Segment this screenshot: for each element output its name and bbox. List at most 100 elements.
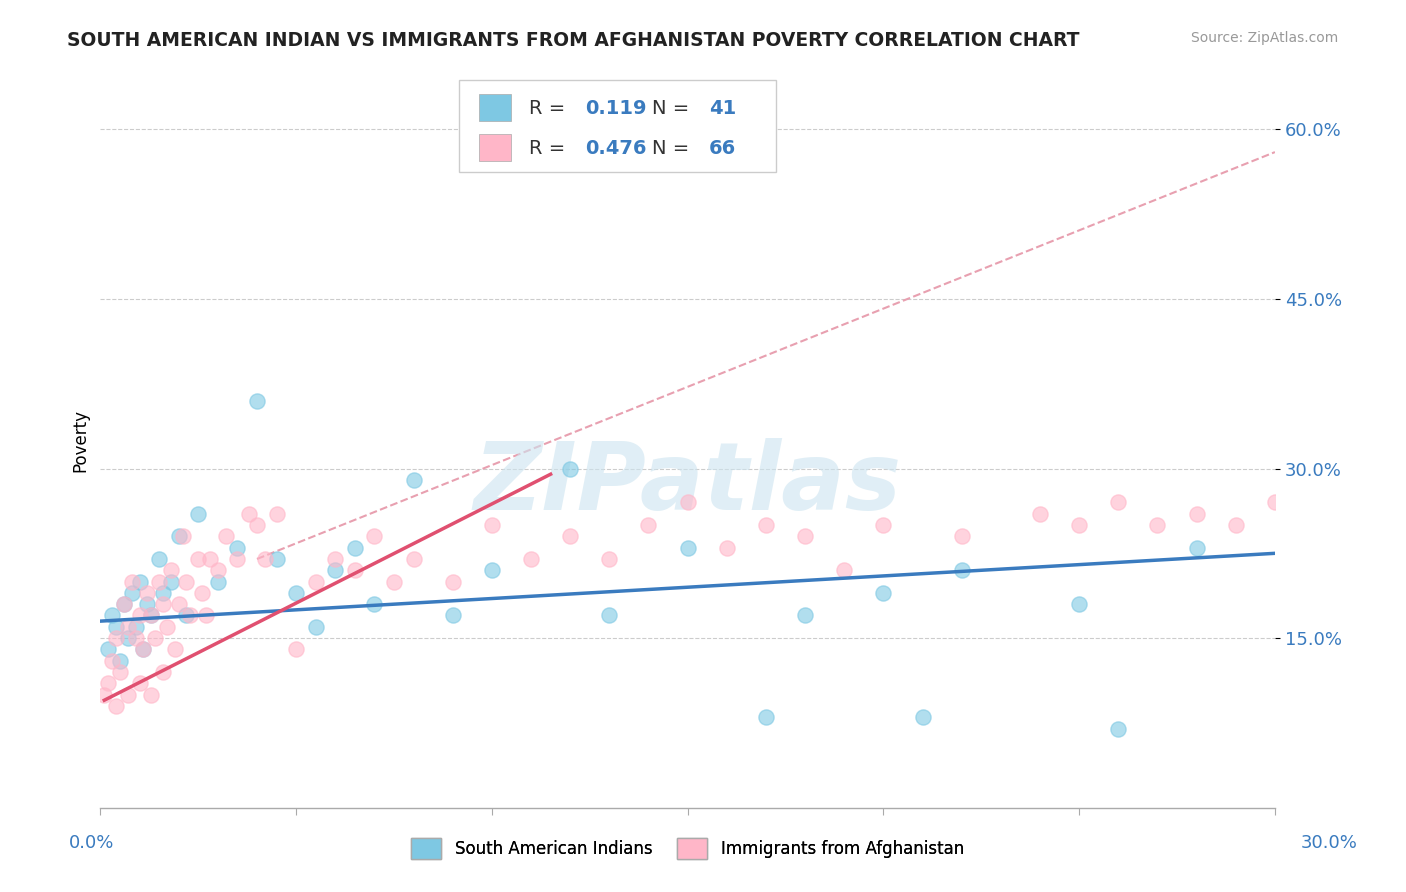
Point — [167, 529, 190, 543]
Point — [560, 529, 582, 543]
Point — [191, 586, 214, 600]
Point — [207, 563, 229, 577]
Point — [198, 552, 221, 566]
Point — [1107, 495, 1129, 509]
Point — [101, 654, 124, 668]
Point — [305, 574, 328, 589]
Point — [1069, 518, 1091, 533]
Point — [872, 586, 894, 600]
Point — [676, 541, 699, 555]
Point — [1069, 597, 1091, 611]
Point — [323, 563, 346, 577]
Point — [124, 631, 146, 645]
Point — [1029, 507, 1052, 521]
Point — [128, 574, 150, 589]
Point — [481, 518, 503, 533]
Point — [128, 608, 150, 623]
Point — [226, 552, 249, 566]
Point — [1264, 495, 1286, 509]
Point — [323, 552, 346, 566]
Point — [285, 642, 308, 657]
Point — [108, 654, 131, 668]
Point — [148, 552, 170, 566]
Point — [266, 552, 288, 566]
Point — [121, 574, 143, 589]
Text: 0.0%: 0.0% — [69, 834, 114, 852]
Point — [128, 676, 150, 690]
Point — [121, 586, 143, 600]
Point — [1225, 518, 1247, 533]
Point — [872, 518, 894, 533]
Point — [560, 461, 582, 475]
Point — [156, 620, 179, 634]
Point — [148, 574, 170, 589]
Point — [152, 597, 174, 611]
Point — [598, 608, 620, 623]
Point — [176, 574, 198, 589]
Point — [1185, 541, 1208, 555]
Text: R =: R = — [529, 139, 572, 158]
Point — [172, 529, 194, 543]
Text: Source: ZipAtlas.com: Source: ZipAtlas.com — [1191, 31, 1339, 45]
Point — [246, 393, 269, 408]
Point — [117, 688, 139, 702]
Text: N =: N = — [652, 99, 696, 118]
Point — [136, 586, 159, 600]
Point — [950, 563, 973, 577]
Text: 66: 66 — [709, 139, 735, 158]
Point — [1107, 722, 1129, 736]
Point — [832, 563, 855, 577]
Point — [136, 597, 159, 611]
Point — [441, 608, 464, 623]
Point — [117, 620, 139, 634]
Point — [402, 473, 425, 487]
Point — [266, 507, 288, 521]
Point — [794, 608, 817, 623]
Point — [1185, 507, 1208, 521]
Point — [167, 597, 190, 611]
Point — [755, 518, 778, 533]
Point — [187, 552, 209, 566]
Text: R =: R = — [529, 99, 572, 118]
Point — [179, 608, 201, 623]
Point — [97, 642, 120, 657]
Point — [637, 518, 659, 533]
Point — [911, 710, 934, 724]
Point — [132, 642, 155, 657]
Point — [152, 586, 174, 600]
Point — [163, 642, 186, 657]
Point — [152, 665, 174, 679]
Point — [520, 552, 543, 566]
Point — [598, 552, 620, 566]
Point — [176, 608, 198, 623]
Point — [132, 642, 155, 657]
Point — [755, 710, 778, 724]
Point — [112, 597, 135, 611]
Point — [141, 688, 163, 702]
Point — [305, 620, 328, 634]
Point — [105, 620, 128, 634]
Point — [159, 563, 181, 577]
Point — [441, 574, 464, 589]
Point — [195, 608, 218, 623]
Point — [141, 608, 163, 623]
Point — [950, 529, 973, 543]
Text: SOUTH AMERICAN INDIAN VS IMMIGRANTS FROM AFGHANISTAN POVERTY CORRELATION CHART: SOUTH AMERICAN INDIAN VS IMMIGRANTS FROM… — [67, 31, 1080, 50]
Point — [238, 507, 260, 521]
Text: 0.476: 0.476 — [585, 139, 647, 158]
Text: N =: N = — [652, 139, 696, 158]
Point — [363, 597, 385, 611]
Point — [343, 541, 366, 555]
Point — [253, 552, 276, 566]
Point — [187, 507, 209, 521]
Point — [141, 608, 163, 623]
Point — [124, 620, 146, 634]
Point — [117, 631, 139, 645]
Point — [143, 631, 166, 645]
Point — [285, 586, 308, 600]
Point — [101, 608, 124, 623]
Point — [207, 574, 229, 589]
Point — [97, 676, 120, 690]
Point — [93, 688, 115, 702]
FancyBboxPatch shape — [478, 94, 512, 120]
